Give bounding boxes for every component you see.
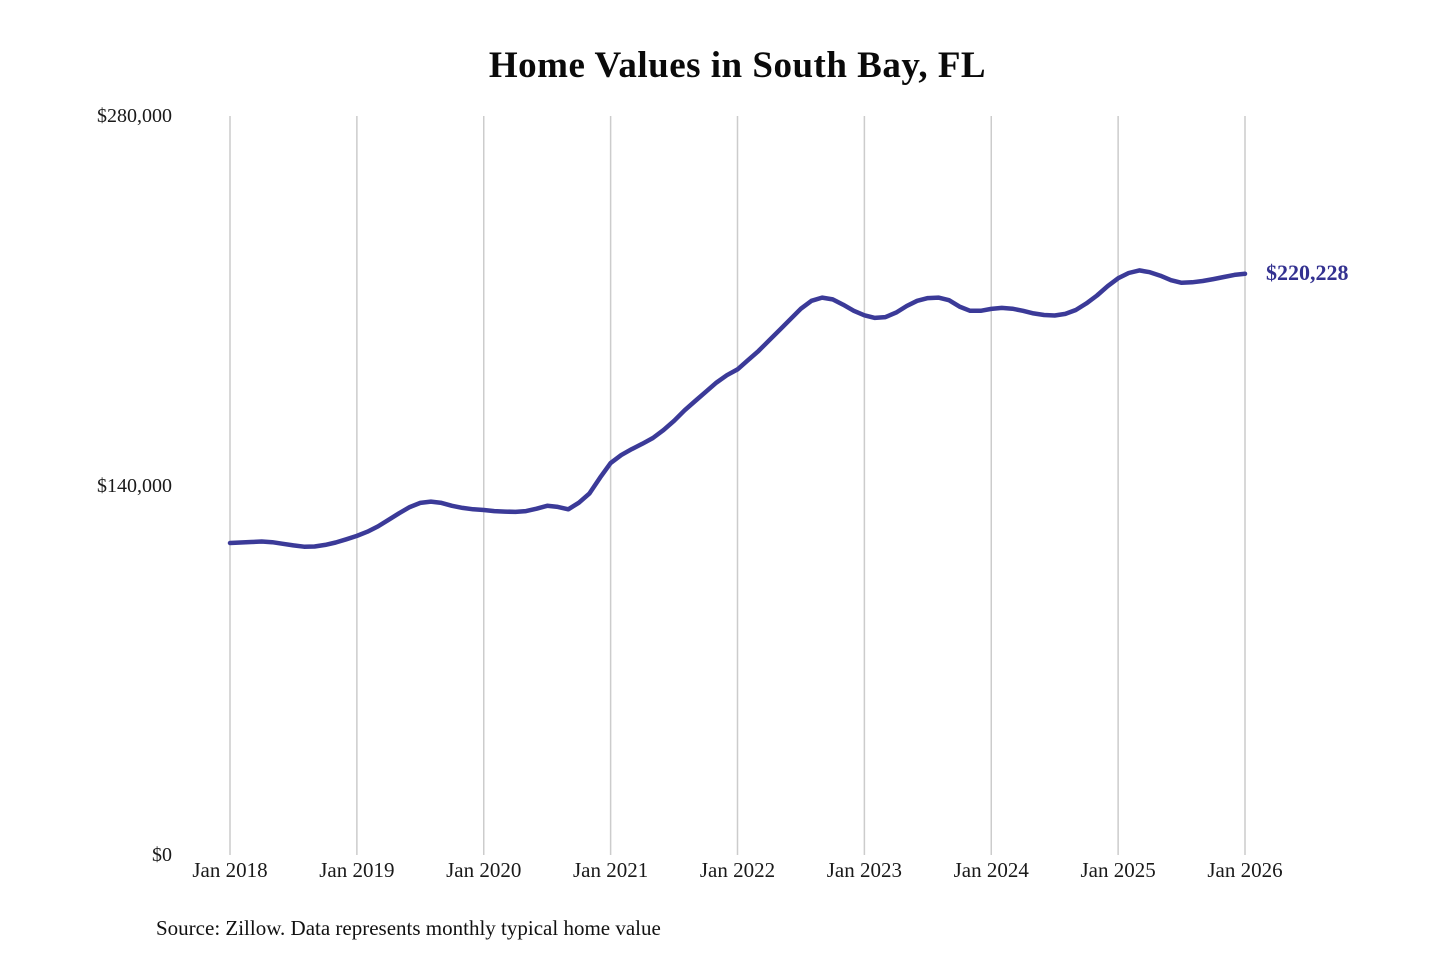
x-tick-label: Jan 2019 [319,858,395,882]
y-tick-label: $280,000 [97,105,172,127]
chart-title: Home Values in South Bay, FL [488,45,987,86]
x-tick-label: Jan 2022 [699,858,776,882]
x-tick-label: Jan 2020 [446,858,522,882]
latest-value-label: $220,228 [1266,259,1349,285]
x-tick-label: Jan 2018 [192,858,268,882]
y-tick-label: $140,000 [97,474,172,497]
source-note: Source: Zillow. Data represents monthly … [156,916,661,940]
x-tick-label: Jan 2026 [1207,858,1283,882]
x-tick-label: Jan 2023 [826,858,902,882]
x-tick-label: Jan 2021 [573,858,649,882]
x-tick-label: Jan 2024 [953,858,1029,882]
home-value-line [227,268,1248,549]
x-tick-label: Jan 2025 [1080,858,1156,882]
y-tick-label: $0 [152,844,172,866]
